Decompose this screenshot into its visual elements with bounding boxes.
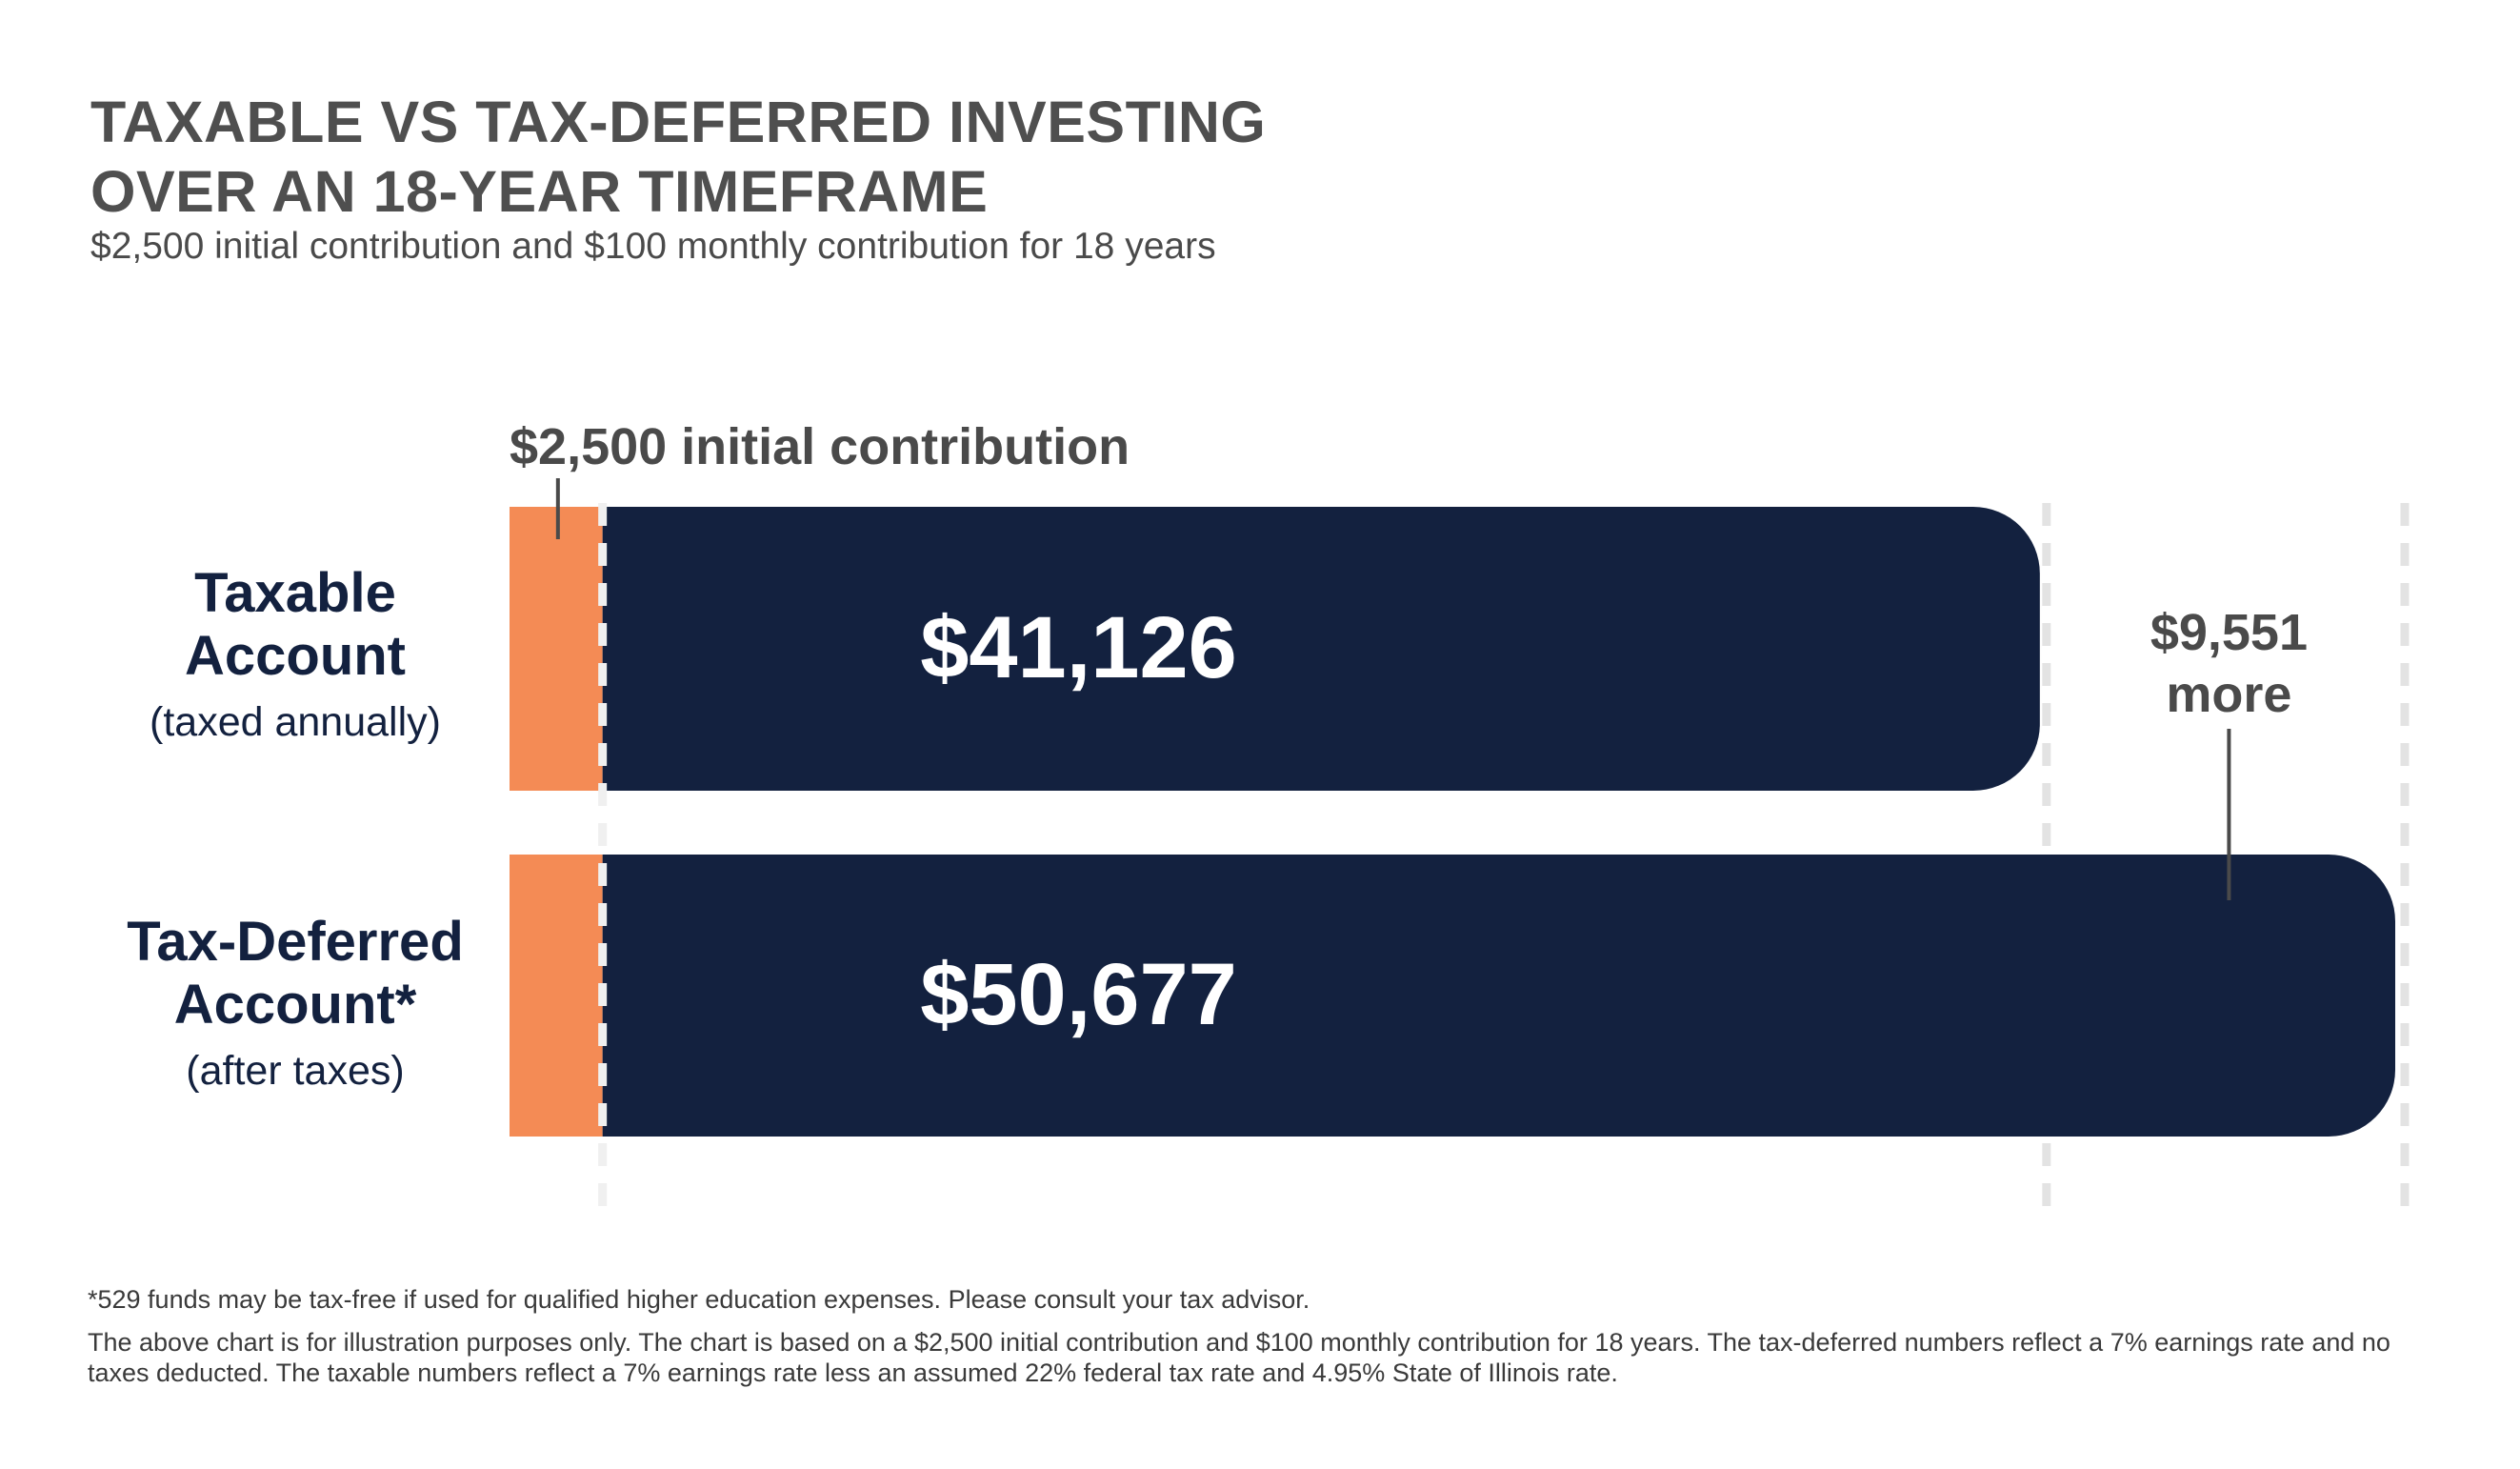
difference-annotation-word: more: [2166, 666, 2291, 723]
row-label-main: Account*: [173, 974, 417, 1036]
footnote-disclaimer: The above chart is for illustration purp…: [88, 1328, 2390, 1387]
initial-contribution-annotation: $2,500 initial contribution: [510, 418, 1130, 475]
row-label-main: Taxable: [194, 562, 396, 624]
bar-initial-contribution: [510, 855, 603, 1137]
title-line-2: OVER AN 18-YEAR TIMEFRAME: [90, 159, 989, 224]
bar-value-label: $50,677: [920, 946, 1237, 1043]
bar-value-label: $41,126: [920, 599, 1237, 696]
row-label-sub: (after taxes): [186, 1048, 405, 1094]
bars: $41,126 $50,677: [510, 507, 2395, 1137]
footnote-tax-free: *529 funds may be tax-free if used for q…: [88, 1285, 1310, 1314]
row-label-taxable: Taxable Account (taxed annually): [90, 562, 500, 749]
title-line-1: TAXABLE VS TAX-DEFERRED INVESTING: [90, 90, 1267, 154]
bar-initial-contribution: [510, 507, 603, 791]
chart-subtitle: $2,500 initial contribution and $100 mon…: [90, 226, 1216, 267]
row-label-main: Tax-Deferred: [127, 911, 464, 973]
bar-total-value: [602, 507, 2040, 791]
chart-title: TAXABLE VS TAX-DEFERRED INVESTING OVER A…: [90, 88, 1266, 227]
annotations: $2,500 initial contribution $9,551 more: [510, 418, 2308, 900]
difference-annotation-value: $9,551: [2150, 604, 2308, 661]
row-label-sub: (taxed annually): [150, 699, 441, 745]
bar-total-value: [602, 855, 2395, 1137]
row-label-tax-deferred: Tax-Deferred Account* (after taxes): [90, 911, 500, 1097]
row-label-main: Account: [185, 625, 406, 687]
